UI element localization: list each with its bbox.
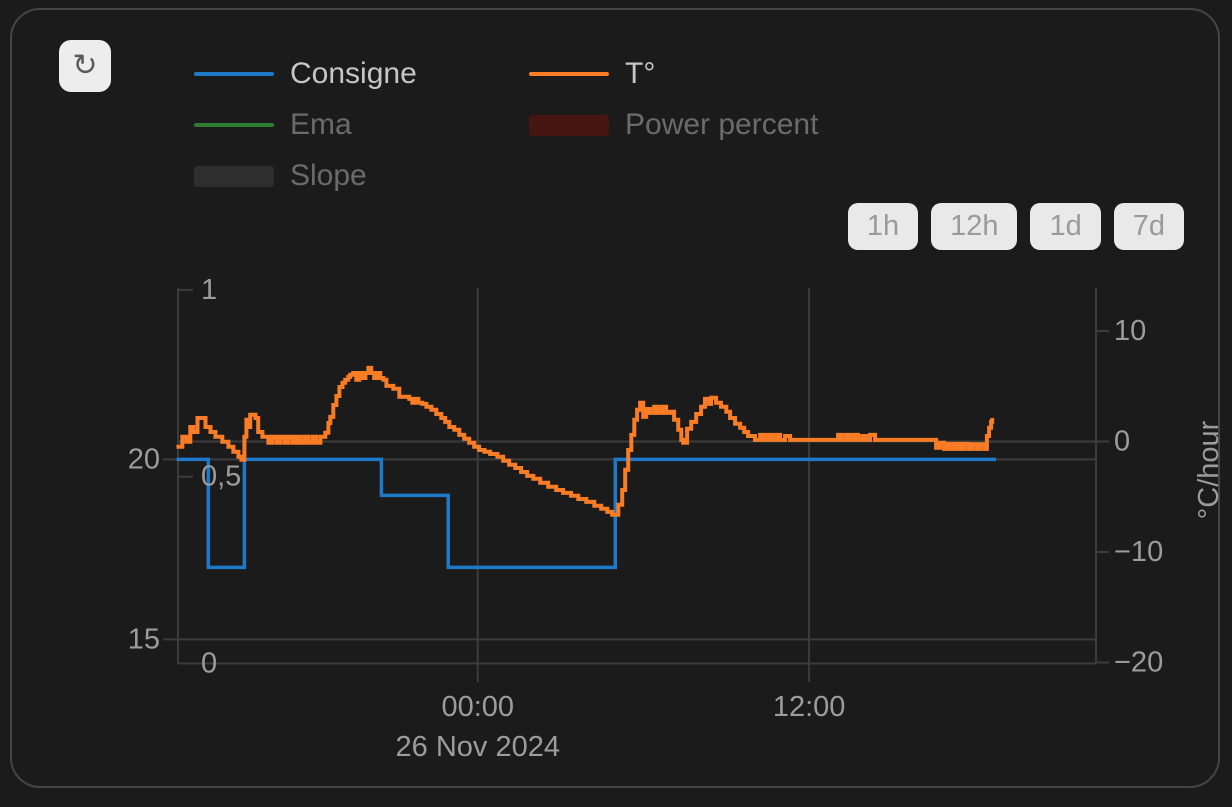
slope-tick-label: 0,5 (201, 461, 241, 493)
range-button-12h[interactable]: 12h (931, 203, 1018, 250)
legend-item-temperature[interactable]: T° (529, 57, 818, 91)
range-button-1h[interactable]: 1h (847, 203, 919, 250)
rate-tick-label: −10 (1114, 536, 1163, 568)
legend-label-temperature: T° (625, 57, 656, 90)
temperature-tick-label: 15 (128, 623, 160, 655)
legend: Consigne T° Ema Power percent Slope (194, 57, 818, 193)
legend-label-slope: Slope (290, 159, 367, 192)
range-button-1d[interactable]: 1d (1030, 203, 1101, 250)
x-axis-date-label: 26 Nov 2024 (396, 731, 560, 763)
series-consigne (176, 457, 996, 570)
range-button-7d[interactable]: 7d (1113, 203, 1184, 250)
legend-item-power-percent[interactable]: Power percent (529, 108, 818, 142)
time-range-buttons: 1h 12h 1d 7d (847, 203, 1184, 250)
series-t- (176, 365, 995, 517)
legend-label-ema: Ema (290, 108, 352, 141)
ema-line-swatch (194, 123, 274, 127)
legend-item-slope[interactable]: Slope (194, 159, 529, 193)
legend-item-consigne[interactable]: Consigne (194, 57, 529, 91)
temperature-line-swatch (529, 72, 609, 76)
refresh-icon: ↻ (72, 49, 98, 82)
legend-label-power-percent: Power percent (625, 108, 819, 141)
legend-item-ema[interactable]: Ema (194, 108, 529, 142)
x-tick-label: 12:00 (773, 691, 846, 723)
rate-tick-label: −20 (1114, 647, 1163, 679)
slope-swatch (194, 165, 274, 187)
x-tick-label: 00:00 (441, 691, 514, 723)
refresh-button[interactable]: ↻ (59, 40, 111, 92)
slope-tick-label: 0 (201, 648, 217, 680)
rate-tick-label: 10 (1114, 315, 1146, 347)
slope-tick-label: 1 (201, 274, 217, 306)
legend-label-consigne: Consigne (290, 57, 417, 90)
rate-tick-label: 0 (1114, 425, 1130, 457)
power-percent-swatch (529, 114, 609, 136)
rate-axis-title: °C/hour (1193, 420, 1225, 519)
consigne-line-swatch (194, 72, 274, 76)
chart-card: ↻ Consigne T° Ema Power percent Slope 1h… (10, 8, 1220, 788)
temperature-tick-label: 20 (128, 443, 160, 475)
